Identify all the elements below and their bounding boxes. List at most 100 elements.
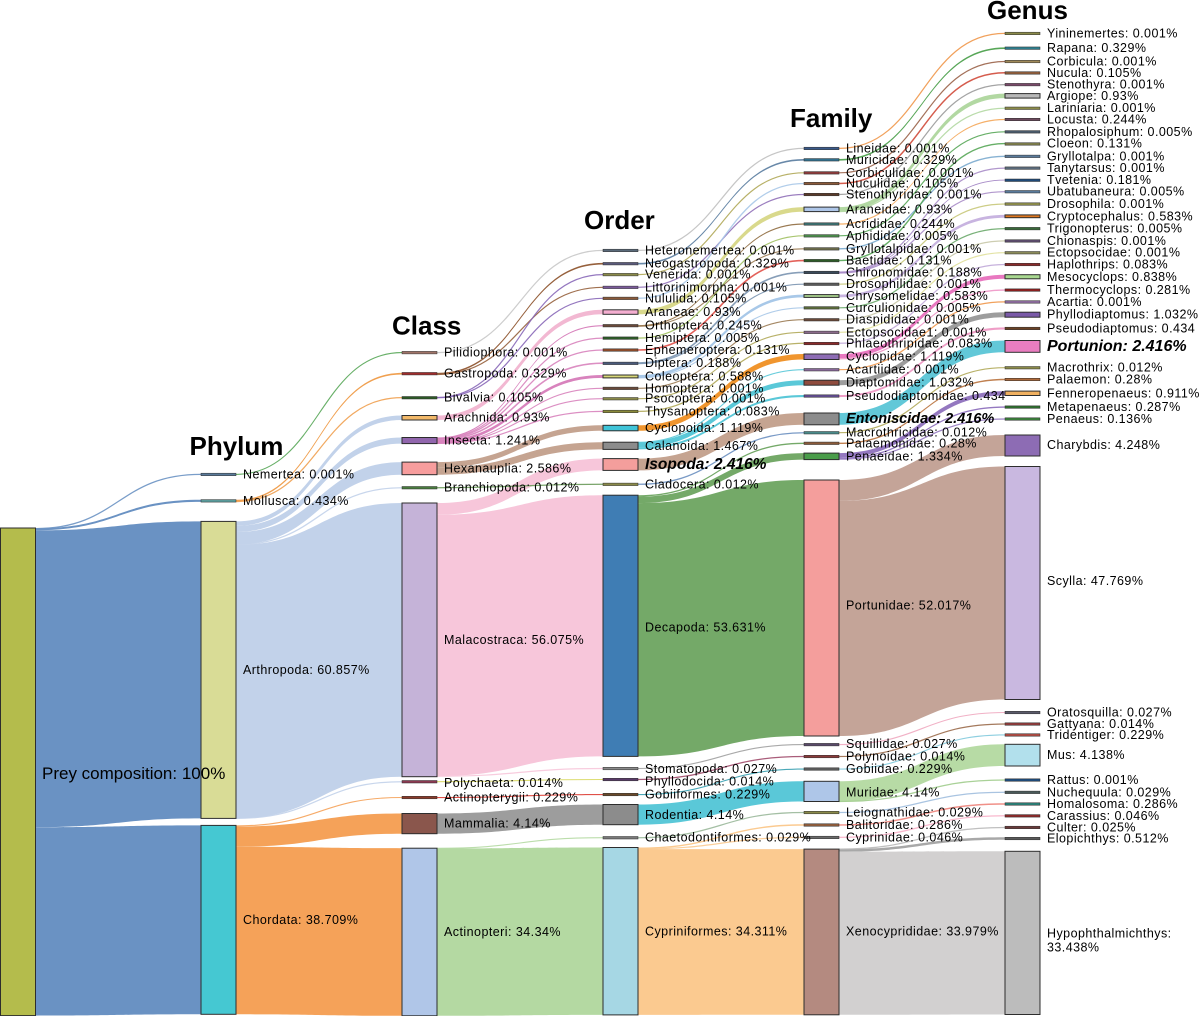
svg-text:Drosophila: 0.001%: Drosophila: 0.001%: [1047, 197, 1164, 211]
svg-text:Gobiiformes: 0.229%: Gobiiformes: 0.229%: [645, 788, 770, 802]
svg-text:Diptera: 0.188%: Diptera: 0.188%: [645, 356, 741, 370]
svg-text:Chionaspis: 0.001%: Chionaspis: 0.001%: [1047, 234, 1166, 248]
svg-text:Nuchequula: 0.029%: Nuchequula: 0.029%: [1047, 786, 1171, 800]
svg-text:Xenocyprididae: 33.979%: Xenocyprididae: 33.979%: [846, 925, 999, 939]
svg-text:Isopoda: 2.416%: Isopoda: 2.416%: [645, 456, 767, 473]
svg-text:Cypriniformes: 34.311%: Cypriniformes: 34.311%: [645, 925, 787, 939]
svg-text:Hexanauplia: 2.586%: Hexanauplia: 2.586%: [444, 461, 571, 475]
svg-text:Cladocera: 0.012%: Cladocera: 0.012%: [645, 477, 759, 491]
svg-text:Portunion: 2.416%: Portunion: 2.416%: [1047, 338, 1187, 355]
svg-text:Scylla: 47.769%: Scylla: 47.769%: [1047, 574, 1143, 588]
svg-text:Chordata: 38.709%: Chordata: 38.709%: [243, 913, 358, 927]
svg-text:Trigonopterus: 0.005%: Trigonopterus: 0.005%: [1047, 222, 1182, 236]
svg-text:Gattyana: 0.014%: Gattyana: 0.014%: [1047, 717, 1154, 731]
svg-text:Chrysomelidae: 0.583%: Chrysomelidae: 0.583%: [846, 289, 988, 303]
svg-text:Order: Order: [584, 205, 655, 235]
svg-text:Heteronemertea: 0.001%: Heteronemertea: 0.001%: [645, 243, 795, 257]
svg-text:Chaetodontiformes: 0.029%: Chaetodontiformes: 0.029%: [645, 831, 811, 845]
svg-text:Cyprinidae: 0.046%: Cyprinidae: 0.046%: [846, 831, 963, 845]
svg-text:Gobiidae: 0.229%: Gobiidae: 0.229%: [846, 762, 953, 776]
svg-text:Cloeon: 0.131%: Cloeon: 0.131%: [1047, 137, 1142, 151]
svg-text:Carassius: 0.046%: Carassius: 0.046%: [1047, 809, 1160, 823]
svg-text:Tvetenia: 0.181%: Tvetenia: 0.181%: [1047, 173, 1151, 187]
svg-text:Balitoridae: 0.286%: Balitoridae: 0.286%: [846, 818, 963, 832]
svg-text:Cyclopoida: 1.119%: Cyclopoida: 1.119%: [645, 421, 763, 435]
svg-text:Polynoidae: 0.014%: Polynoidae: 0.014%: [846, 750, 965, 764]
svg-text:Orthoptera: 0.245%: Orthoptera: 0.245%: [645, 319, 762, 333]
svg-text:Pseudodiaptomidae: 0.434: Pseudodiaptomidae: 0.434: [846, 389, 1006, 403]
svg-text:Aphididae: 0.005%: Aphididae: 0.005%: [846, 229, 959, 243]
svg-text:Fenneropenaeus: 0.911%: Fenneropenaeus: 0.911%: [1047, 386, 1200, 400]
svg-text:Calanoida: 1.467%: Calanoida: 1.467%: [645, 439, 758, 453]
svg-text:Elopichthys: 0.512%: Elopichthys: 0.512%: [1047, 832, 1169, 846]
svg-text:Corbiculidae: 0.001%: Corbiculidae: 0.001%: [846, 166, 974, 180]
svg-text:Lariniaria: 0.001%: Lariniaria: 0.001%: [1047, 101, 1156, 115]
svg-text:Metapenaeus: 0.287%: Metapenaeus: 0.287%: [1047, 400, 1181, 414]
svg-text:Drosophilidae: 0.001%: Drosophilidae: 0.001%: [846, 277, 981, 291]
svg-text:Acartiidae: 0.001%: Acartiidae: 0.001%: [846, 363, 959, 377]
svg-text:Malacostraca: 56.075%: Malacostraca: 56.075%: [444, 633, 584, 647]
svg-text:Ectopsocidae: 0.001%: Ectopsocidae: 0.001%: [1047, 246, 1180, 260]
svg-text:Rhopalosiphum: 0.005%: Rhopalosiphum: 0.005%: [1047, 125, 1193, 139]
svg-text:Cryptocephalus: 0.583%: Cryptocephalus: 0.583%: [1047, 209, 1193, 223]
svg-text:Phlaeothripidae: 0.083%: Phlaeothripidae: 0.083%: [846, 336, 993, 350]
svg-text:Oratosquilla: 0.027%: Oratosquilla: 0.027%: [1047, 706, 1172, 720]
svg-text:Family: Family: [790, 103, 873, 133]
svg-text:Polychaeta: 0.014%: Polychaeta: 0.014%: [444, 776, 563, 790]
svg-text:Neogastropoda: 0.329%: Neogastropoda: 0.329%: [645, 257, 789, 271]
svg-text:Ephemeroptera: 0.131%: Ephemeroptera: 0.131%: [645, 343, 790, 357]
svg-text:Muricidae: 0.329%: Muricidae: 0.329%: [846, 153, 957, 167]
svg-text:Mammalia: 4.14%: Mammalia: 4.14%: [444, 816, 551, 830]
svg-text:Class: Class: [392, 311, 461, 341]
svg-text:Nemertea: 0.001%: Nemertea: 0.001%: [243, 468, 354, 482]
svg-text:Argiope: 0.93%: Argiope: 0.93%: [1047, 89, 1139, 103]
svg-text:Arthropoda: 60.857%: Arthropoda: 60.857%: [243, 663, 370, 677]
svg-text:Phylum: Phylum: [190, 431, 284, 461]
svg-text:Genus: Genus: [987, 0, 1068, 25]
svg-text:Tanytarsus: 0.001%: Tanytarsus: 0.001%: [1047, 161, 1165, 175]
svg-text:Hypophthalmichthys:: Hypophthalmichthys:: [1047, 927, 1172, 941]
svg-text:Ubatubaneura: 0.005%: Ubatubaneura: 0.005%: [1047, 185, 1185, 199]
svg-text:Yininemertes: 0.001%: Yininemertes: 0.001%: [1047, 26, 1178, 40]
svg-text:Palaemonidae: 0.28%: Palaemonidae: 0.28%: [846, 436, 977, 450]
svg-text:Rattus: 0.001%: Rattus: 0.001%: [1047, 773, 1139, 787]
svg-text:Baetidae: 0.131%: Baetidae: 0.131%: [846, 254, 952, 268]
svg-text:Pseudodiaptomus: 0.434: Pseudodiaptomus: 0.434: [1047, 321, 1195, 335]
svg-text:Actinopterygii: 0.229%: Actinopterygii: 0.229%: [444, 791, 578, 805]
svg-text:Macrothricidae: 0.012%: Macrothricidae: 0.012%: [846, 426, 987, 440]
svg-text:Diaptomidae: 1.032%: Diaptomidae: 1.032%: [846, 376, 974, 390]
svg-text:Insecta: 1.241%: Insecta: 1.241%: [444, 434, 540, 448]
svg-text:Thysanoptera: 0.083%: Thysanoptera: 0.083%: [645, 404, 780, 418]
svg-text:Arachnida: 0.93%: Arachnida: 0.93%: [444, 411, 550, 425]
svg-text:Branchiopoda: 0.012%: Branchiopoda: 0.012%: [444, 481, 579, 495]
svg-text:Stenothyra: 0.001%: Stenothyra: 0.001%: [1047, 78, 1165, 92]
svg-text:Prey composition: 100%: Prey composition: 100%: [42, 764, 225, 783]
svg-text:Portunidae: 52.017%: Portunidae: 52.017%: [846, 599, 971, 613]
svg-text:Ectopsocidae1: 0.001%: Ectopsocidae1: 0.001%: [846, 325, 987, 339]
svg-text:Lineidae: 0.001%: Lineidae: 0.001%: [846, 141, 950, 155]
svg-text:Actinopteri: 34.34%: Actinopteri: 34.34%: [444, 925, 561, 939]
svg-text:Corbicula: 0.001%: Corbicula: 0.001%: [1047, 55, 1157, 69]
svg-text:33.438%: 33.438%: [1047, 941, 1100, 955]
svg-text:Coleoptera: 0.588%: Coleoptera: 0.588%: [645, 370, 764, 384]
svg-text:Diaspididae: 0.001%: Diaspididae: 0.001%: [846, 313, 969, 327]
svg-text:Stomatopoda: 0.027%: Stomatopoda: 0.027%: [645, 762, 777, 776]
svg-text:Acartia: 0.001%: Acartia: 0.001%: [1047, 295, 1142, 309]
svg-text:Gastropoda: 0.329%: Gastropoda: 0.329%: [444, 367, 567, 381]
svg-text:Nucula: 0.105%: Nucula: 0.105%: [1047, 66, 1142, 80]
svg-text:Araneidae: 0.93%: Araneidae: 0.93%: [846, 202, 953, 216]
svg-text:Decapoda: 53.631%: Decapoda: 53.631%: [645, 620, 766, 634]
svg-text:Palaemon: 0.28%: Palaemon: 0.28%: [1047, 373, 1152, 387]
svg-text:Curculionidae: 0.005%: Curculionidae: 0.005%: [846, 301, 981, 315]
svg-text:Pilidiophora: 0.001%: Pilidiophora: 0.001%: [444, 346, 568, 360]
svg-text:Tridentiger: 0.229%: Tridentiger: 0.229%: [1047, 728, 1164, 742]
svg-text:Thermocyclops: 0.281%: Thermocyclops: 0.281%: [1047, 283, 1191, 297]
svg-text:Charybdis: 4.248%: Charybdis: 4.248%: [1047, 438, 1160, 452]
svg-text:Gryllotalpa: 0.001%: Gryllotalpa: 0.001%: [1047, 149, 1165, 163]
svg-text:Haplothrips: 0.083%: Haplothrips: 0.083%: [1047, 258, 1168, 272]
svg-text:Psocoptera: 0.001%: Psocoptera: 0.001%: [645, 392, 766, 406]
svg-text:Mollusca: 0.434%: Mollusca: 0.434%: [243, 494, 349, 508]
svg-text:Mus: 4.138%: Mus: 4.138%: [1047, 748, 1125, 762]
svg-text:Locusta: 0.244%: Locusta: 0.244%: [1047, 113, 1147, 127]
svg-text:Littorinimorpha: 0.001%: Littorinimorpha: 0.001%: [645, 280, 787, 294]
